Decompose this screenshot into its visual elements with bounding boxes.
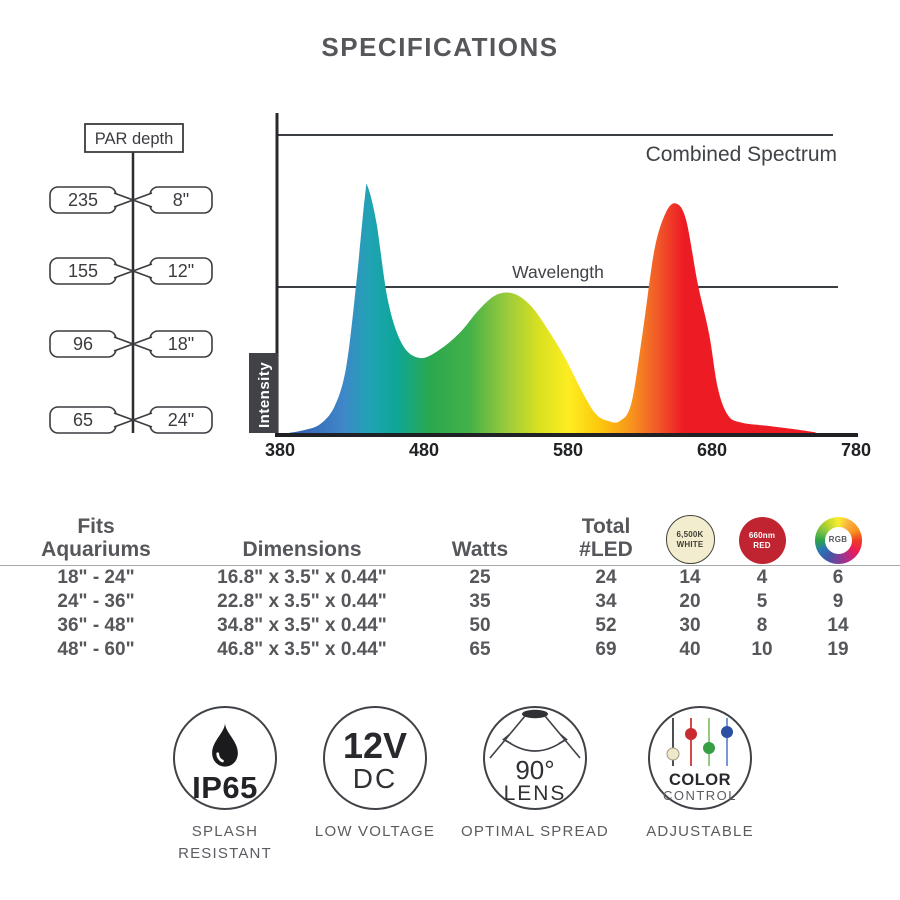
par-row: 235 8": [49, 186, 213, 214]
col-header-fits-aquariums: Fits Aquariums: [41, 514, 151, 562]
col-header-total-led: Total #LED: [579, 514, 633, 562]
white-led-icon: 6,500K WHITE: [665, 515, 715, 564]
table-row: 36" - 48" 34.8" x 3.5" x 0.44" 50 52 30 …: [57, 615, 849, 636]
color-label: COLOR: [669, 771, 731, 789]
lens-beam-icon: 90° LENS: [489, 709, 581, 805]
spec-table: Fits Aquariums Dimensions Watts Total #L…: [0, 498, 900, 662]
table-row: 48" - 60" 46.8" x 3.5" x 0.44" 65 69 40 …: [57, 639, 849, 660]
par-depth-header: PAR depth: [95, 130, 174, 148]
spectrum-path: [288, 183, 816, 433]
badge-caption: SPLASH RESISTANT: [178, 823, 272, 862]
par-value: 155: [68, 261, 98, 281]
lens-angle-label: 90°: [515, 755, 554, 785]
x-tick-380: 380: [265, 440, 295, 460]
par-value: 65: [73, 410, 93, 430]
badge-90-lens: 90° LENS OPTIMAL SPREAD: [455, 706, 615, 843]
table-row: 18" - 24" 16.8" x 3.5" x 0.44" 25 24 14 …: [57, 567, 844, 588]
par-row: 155 12": [49, 257, 213, 285]
depth-value: 24": [168, 410, 194, 430]
voltage-label: 12V: [342, 724, 408, 766]
rgb-sliders-icon: COLOR CONTROL: [663, 718, 737, 803]
badge-caption: ADJUSTABLE: [646, 823, 754, 840]
x-axis-label: Wavelength: [512, 262, 604, 282]
lens-label: LENS: [504, 782, 567, 805]
control-label: CONTROL: [663, 788, 737, 803]
y-axis-label: Intensity: [256, 362, 273, 428]
par-row: 65 24": [49, 406, 213, 434]
par-value: 96: [73, 334, 93, 354]
red-led-icon: 660nm RED: [738, 517, 786, 564]
table-header-row: Fits Aquariums Dimensions Watts Total #L…: [0, 498, 900, 566]
badge-ip65: IP65 SPLASH RESISTANT: [145, 706, 305, 865]
badge-color-control: COLOR CONTROL ADJUSTABLE: [620, 706, 780, 843]
badge-caption: LOW VOLTAGE: [314, 823, 436, 840]
badge-caption: OPTIMAL SPREAD: [461, 823, 609, 840]
col-header-rgb-led: RGB: [808, 498, 868, 565]
chart-title: Combined Spectrum: [646, 143, 837, 166]
col-header-watts: Watts: [451, 538, 509, 562]
par-row: 96 18": [49, 330, 213, 358]
x-tick-780: 780: [841, 440, 871, 460]
rgb-wheel-icon: RGB: [814, 517, 862, 564]
table-row: 24" - 36" 22.8" x 3.5" x 0.44" 35 34 20 …: [57, 591, 844, 612]
intensity-label-box: [249, 353, 278, 433]
droplet-icon: [212, 722, 238, 767]
page-title: SPECIFICATIONS: [321, 32, 559, 62]
x-tick-480: 480: [409, 440, 439, 460]
spectrum-chart: Intensity Combined Spectrum Wavelength 3…: [249, 113, 871, 460]
x-tick-580: 580: [553, 440, 583, 460]
depth-value: 12": [168, 261, 194, 281]
x-tick-680: 680: [697, 440, 727, 460]
dc-label: DC: [352, 762, 398, 794]
badge-12v-dc: 12V DC LOW VOLTAGE: [295, 706, 455, 843]
col-header-dimensions: Dimensions: [242, 538, 362, 562]
par-depth-header-box: [84, 123, 184, 153]
depth-value: 8": [173, 190, 189, 210]
ip65-label: IP65: [192, 769, 258, 805]
par-depth-diagram: PAR depth 235 8" 155 12" 96 18": [49, 123, 213, 434]
col-header-white-led: 6,500K WHITE: [664, 498, 716, 565]
par-value: 235: [68, 190, 98, 210]
col-header-red-led: 660nm RED: [716, 498, 808, 565]
depth-value: 18": [168, 334, 194, 354]
